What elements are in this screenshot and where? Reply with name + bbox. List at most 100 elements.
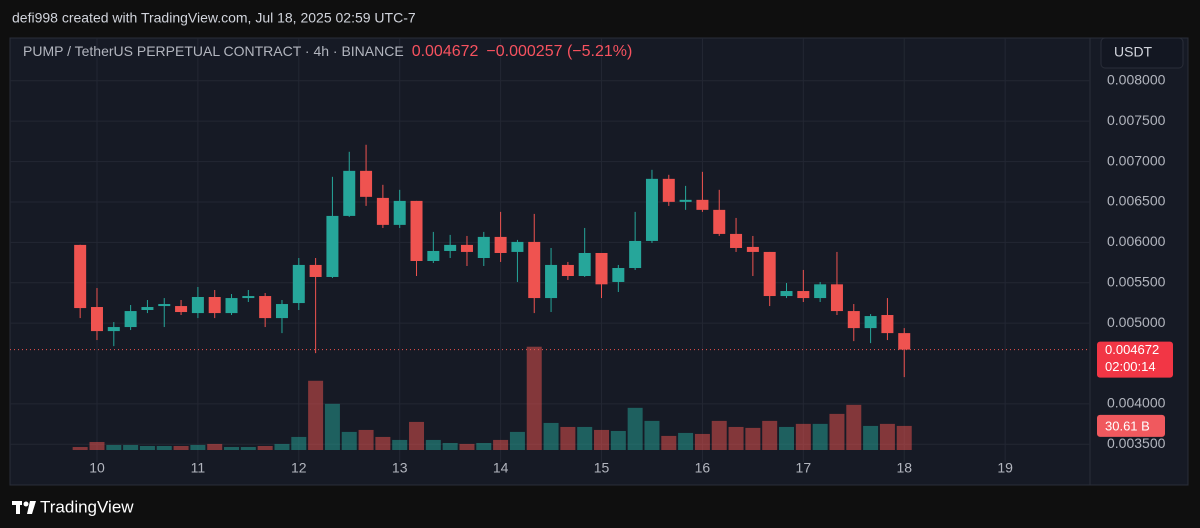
candle-body <box>393 200 406 225</box>
y-tick-label: 0.006000 <box>1107 233 1166 249</box>
volume-bar <box>156 445 172 450</box>
volume-bar <box>291 436 307 450</box>
price-change: −0.000257 (−5.21%) <box>486 43 632 60</box>
candle-body <box>763 251 776 297</box>
volume-bar <box>257 445 273 450</box>
y-tick-label: 0.006500 <box>1107 193 1166 209</box>
volume-bar <box>409 421 425 450</box>
candle-body <box>259 296 272 319</box>
candle-body <box>847 311 860 329</box>
volume-bar <box>879 423 895 450</box>
volume-bar <box>745 427 761 450</box>
candle-body <box>376 197 389 225</box>
candle-body <box>107 327 120 332</box>
candle-body <box>141 307 154 311</box>
y-tick-label: 0.005000 <box>1107 314 1166 330</box>
x-tick-label: 14 <box>493 460 509 476</box>
volume-bar <box>846 404 862 450</box>
candle-body <box>578 252 591 277</box>
volume-bar <box>779 426 795 450</box>
logo-part <box>23 501 29 507</box>
brand: TradingView <box>40 497 134 516</box>
volume-bar <box>678 432 694 450</box>
volume-bar <box>106 444 122 450</box>
y-tick-label: 0.007500 <box>1107 112 1166 128</box>
x-tick-label: 18 <box>896 460 912 476</box>
candle-body <box>629 240 642 269</box>
candle-body <box>645 178 658 241</box>
last-price-label: 0.004672 <box>1105 342 1159 357</box>
last-price: 0.004672 <box>412 43 479 60</box>
candle-body <box>477 236 490 258</box>
tradingview-logo <box>12 501 36 514</box>
volume-bar <box>526 346 542 450</box>
volume-bar <box>358 429 374 450</box>
countdown: 02:00:14 <box>1105 359 1156 374</box>
last-price-box <box>1097 341 1173 378</box>
volume-label: 30.61 B <box>1105 418 1150 433</box>
x-tick-label: 10 <box>89 460 105 476</box>
volume-bar <box>139 445 155 450</box>
candle-body <box>814 284 827 299</box>
volume-bar <box>509 431 525 450</box>
candle-body <box>696 199 709 210</box>
volume-bar <box>392 439 408 450</box>
y-tick-label: 0.004000 <box>1107 395 1166 411</box>
candle-body <box>561 264 574 277</box>
volume-bar <box>728 426 744 450</box>
candle-body <box>275 304 288 319</box>
volume-bar <box>711 420 727 450</box>
candle-body <box>898 333 911 350</box>
volume-bar <box>89 441 105 450</box>
volume-bar <box>795 423 811 450</box>
x-tick-label: 11 <box>191 460 206 476</box>
candle-body <box>595 252 608 285</box>
symbol-title: PUMP / TetherUS PERPETUAL CONTRACT · 4h … <box>23 43 404 59</box>
candle-body <box>410 200 423 261</box>
volume-bar <box>308 380 324 450</box>
x-tick-label: 12 <box>291 460 307 476</box>
currency-button[interactable] <box>1100 37 1184 69</box>
volume-bar <box>123 444 139 450</box>
candle-body <box>662 178 675 202</box>
volume-bar <box>207 443 223 450</box>
volume-bar <box>240 447 256 450</box>
candle-body <box>208 297 221 314</box>
volume-bar <box>324 403 340 450</box>
volume-layer <box>72 346 912 450</box>
volume-label-box <box>1097 414 1165 437</box>
candle-body <box>528 241 541 299</box>
volume-bar <box>610 430 626 450</box>
candle-body <box>730 233 743 248</box>
candle-body <box>343 170 356 216</box>
grid <box>10 38 1090 462</box>
candle-body <box>242 296 255 299</box>
x-tick-label: 13 <box>392 460 408 476</box>
legend-line: PUMP / TetherUS PERPETUAL CONTRACT · 4h … <box>23 43 632 61</box>
candle-body <box>175 306 188 313</box>
x-tick-label: 15 <box>594 460 610 476</box>
candle-body <box>881 315 894 334</box>
currency-label[interactable]: USDT <box>1114 44 1153 60</box>
y-tick-label: 0.005500 <box>1107 273 1166 289</box>
volume-bar <box>341 431 357 450</box>
volume-bar <box>694 433 710 450</box>
candle-body <box>124 311 137 328</box>
y-tick-label: 0.008000 <box>1107 72 1166 88</box>
volume-bar <box>762 420 778 450</box>
logo-part <box>16 501 20 514</box>
volume-bar <box>375 436 391 450</box>
candle-body <box>444 244 457 251</box>
volume-bar <box>577 426 593 450</box>
volume-bar <box>661 435 677 450</box>
candle-body <box>427 250 440 261</box>
candle-body <box>780 291 793 297</box>
volume-bar <box>72 447 88 450</box>
candle-body <box>158 304 171 307</box>
candle-body <box>545 264 558 299</box>
volume-bar <box>812 423 828 450</box>
attribution: defi998 created with TradingView.com, Ju… <box>12 10 416 26</box>
candle-body <box>191 297 204 314</box>
volume-bar <box>863 425 879 450</box>
